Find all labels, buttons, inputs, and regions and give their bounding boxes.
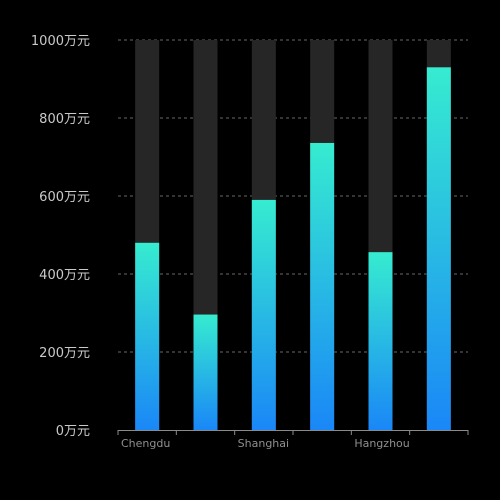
bar-0 xyxy=(135,242,160,430)
x-tick-label-0: Chengdu xyxy=(121,437,170,450)
y-tick-label-0: 0万元 xyxy=(56,424,90,439)
x-axis-ticks: Chengdu Shanghai Hangzhou xyxy=(121,437,410,450)
bar-5 xyxy=(426,67,451,431)
bar-backgrounds xyxy=(135,40,451,430)
x-tick-label-4: Hangzhou xyxy=(354,437,409,450)
bar-1 xyxy=(193,314,218,430)
x-tick-label-2: Shanghai xyxy=(238,437,289,450)
y-tick-label-2: 400万元 xyxy=(39,268,90,283)
grid-lines xyxy=(118,39,468,353)
y-tick-label-1: 200万元 xyxy=(39,346,90,361)
bar-4 xyxy=(368,252,393,430)
y-tick-label-4: 800万元 xyxy=(39,112,90,127)
bar-3 xyxy=(310,142,335,430)
y-axis-ticks: 0万元 200万元 400万元 600万元 800万元 1000万元 xyxy=(31,34,90,439)
bars xyxy=(135,67,451,431)
x-axis xyxy=(117,430,469,435)
y-tick-label-3: 600万元 xyxy=(39,190,90,205)
bar-2 xyxy=(251,199,276,430)
y-tick-label-5: 1000万元 xyxy=(31,34,90,49)
